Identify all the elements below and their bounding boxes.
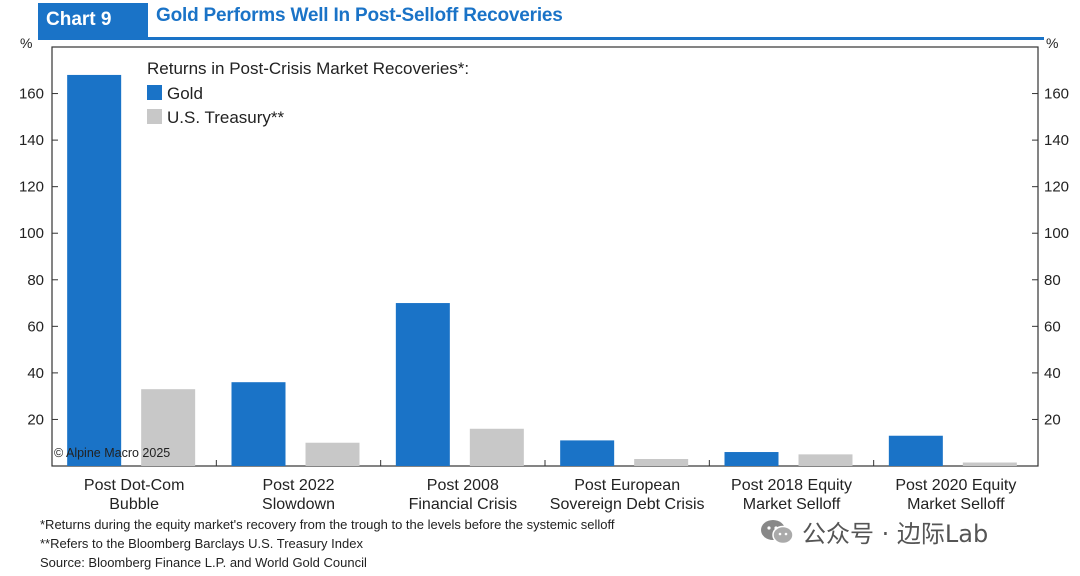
- y-tick-label-left: 40: [27, 365, 44, 382]
- legend-swatch-treasury: [147, 109, 162, 124]
- bar-treasury: [798, 454, 853, 466]
- y-tick-label-right: 100: [1044, 225, 1069, 242]
- y-tick-label-left: 140: [19, 132, 44, 149]
- x-category-label: Post European: [574, 477, 680, 494]
- x-category-label: Market Selloff: [743, 496, 841, 513]
- y-tick-label-right: 120: [1044, 179, 1069, 196]
- y-tick-label-right: 80: [1044, 272, 1061, 289]
- legend-label-treasury: U.S. Treasury**: [167, 108, 285, 127]
- x-category-label: Post 2022: [262, 477, 334, 494]
- bar-gold: [888, 435, 943, 466]
- y-tick-label-right: 160: [1044, 86, 1069, 103]
- x-category-label: Financial Crisis: [409, 496, 517, 513]
- y-axis-unit-left: %: [20, 35, 32, 51]
- x-category-label: Sovereign Debt Crisis: [550, 496, 705, 513]
- footnote-treasury: **Refers to the Bloomberg Barclays U.S. …: [40, 536, 363, 551]
- x-category-label: Slowdown: [262, 496, 335, 513]
- y-tick-label-left: 160: [19, 86, 44, 103]
- x-category-label: Post 2008: [427, 477, 499, 494]
- title-divider: [38, 37, 1044, 40]
- copyright-label: © Alpine Macro 2025: [54, 446, 170, 460]
- y-tick-label-right: 40: [1044, 365, 1061, 382]
- bar-gold: [724, 452, 779, 466]
- footnote-returns: *Returns during the equity market's reco…: [40, 517, 615, 532]
- y-tick-label-left: 100: [19, 225, 44, 242]
- chart-number-badge: Chart 9: [38, 3, 148, 37]
- y-axis-unit-right: %: [1046, 35, 1058, 51]
- legend-label-gold: Gold: [167, 84, 203, 103]
- bar-gold: [67, 74, 122, 466]
- wechat-icon: [760, 519, 794, 545]
- x-category-label: Post 2018 Equity: [731, 477, 852, 494]
- bar-gold: [560, 440, 615, 466]
- watermark: 公众号 · 边际Lab: [760, 514, 988, 549]
- bar-gold: [395, 303, 450, 466]
- y-tick-label-right: 20: [1044, 411, 1061, 428]
- legend-swatch-gold: [147, 85, 162, 100]
- y-tick-label-right: 140: [1044, 132, 1069, 149]
- bar-treasury: [962, 462, 1017, 466]
- x-category-label: Post Dot-Com: [84, 477, 184, 494]
- x-category-label: Bubble: [109, 496, 159, 513]
- x-category-label: Market Selloff: [907, 496, 1005, 513]
- footnote-source: Source: Bloomberg Finance L.P. and World…: [40, 555, 367, 570]
- x-category-label: Post 2020 Equity: [895, 477, 1016, 494]
- bar-treasury: [634, 459, 689, 466]
- bar-gold: [231, 382, 286, 466]
- y-tick-label-left: 60: [27, 318, 44, 335]
- y-tick-label-left: 120: [19, 179, 44, 196]
- y-tick-label-right: 60: [1044, 318, 1061, 335]
- watermark-text: 公众号 · 边际Lab: [802, 520, 989, 548]
- bar-treasury: [305, 442, 360, 466]
- y-tick-label-left: 80: [27, 272, 44, 289]
- legend-title: Returns in Post-Crisis Market Recoveries…: [147, 59, 469, 78]
- bar-treasury: [469, 428, 524, 466]
- y-tick-label-left: 20: [27, 411, 44, 428]
- bar-treasury: [141, 389, 196, 466]
- chart-title: Gold Performs Well In Post-Selloff Recov…: [156, 5, 563, 26]
